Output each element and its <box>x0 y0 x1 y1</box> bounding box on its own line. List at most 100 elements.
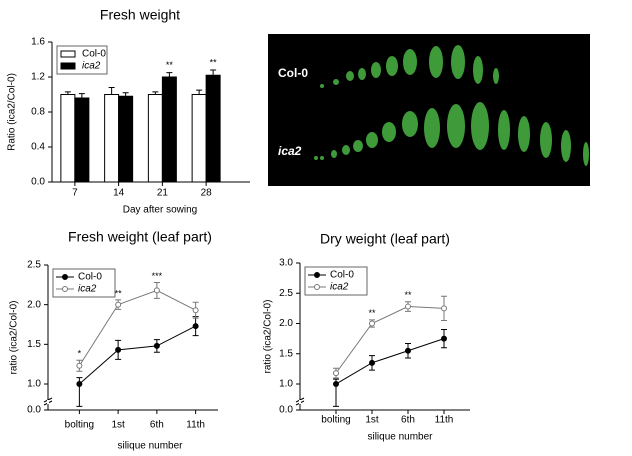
marker <box>192 307 199 314</box>
legend-label: ica2 <box>330 282 349 293</box>
legend-box <box>304 266 368 296</box>
y-tick-label: 1.0 <box>279 379 293 390</box>
y-tick-label: 3.0 <box>279 258 293 269</box>
x-tick-label: bolting <box>321 415 350 426</box>
legend-marker <box>62 286 68 292</box>
x-axis-label: silique number <box>367 432 433 443</box>
x-tick-label: 1st <box>365 415 379 426</box>
x-tick-label: 11th <box>435 415 454 426</box>
y-axis-label: Ratio (ica2/Col-0) <box>7 73 18 151</box>
chart-title: Dry weight (leaf part) <box>320 231 450 247</box>
bar <box>60 94 76 183</box>
marker <box>405 303 411 310</box>
error-bar <box>210 69 217 76</box>
bar <box>161 76 177 183</box>
x-tick-label: 28 <box>201 188 213 199</box>
y-tick-label: 1.5 <box>27 339 41 350</box>
marker <box>333 370 339 377</box>
series-line <box>335 338 445 385</box>
y-tick-label: 2.0 <box>279 318 293 329</box>
y-tick-label: 2.5 <box>27 260 41 271</box>
error-bar <box>166 72 173 77</box>
axis-break-gap <box>299 400 301 404</box>
x-axis-label: Day after sowing <box>123 205 197 216</box>
chart-title: Fresh weight <box>100 7 180 23</box>
marker <box>76 362 83 369</box>
marker <box>192 323 199 330</box>
bar <box>191 94 207 183</box>
y-tick-label: 0.0 <box>279 405 293 416</box>
x-tick-label: 14 <box>113 188 125 199</box>
y-tick-label: 0.0 <box>27 405 41 416</box>
significance: ** <box>166 60 174 70</box>
x-tick-label: 7 <box>72 188 78 199</box>
x-tick-label: 6th <box>150 420 164 431</box>
legend-label: ica2 <box>82 61 101 72</box>
significance: ** <box>115 288 123 298</box>
significance: *** <box>152 271 163 281</box>
y-tick-label: 0.0 <box>31 177 45 188</box>
photo-label: ica2 <box>278 144 302 158</box>
significance: ** <box>210 57 218 67</box>
y-axis-label: ratio (ica2/Col-0) <box>263 300 274 374</box>
legend-marker <box>314 272 320 278</box>
legend-label: Col-0 <box>330 270 354 281</box>
legend-label: Col-0 <box>82 49 106 60</box>
legend-marker <box>314 284 320 290</box>
bar <box>118 95 134 183</box>
marker <box>76 381 83 387</box>
bar <box>104 94 120 183</box>
x-tick-label: 6th <box>401 415 415 426</box>
y-tick-label: 2.5 <box>279 288 293 299</box>
error-bar <box>78 93 85 98</box>
series-line <box>78 289 196 367</box>
x-axis-label: silique number <box>117 441 183 452</box>
marker <box>405 347 411 354</box>
x-tick-label: 21 <box>157 188 169 199</box>
marker <box>153 342 160 349</box>
marker <box>115 301 122 308</box>
marker <box>369 320 375 327</box>
bar <box>74 97 90 183</box>
legend-marker <box>62 274 68 280</box>
marker <box>333 381 339 387</box>
chart-title: Fresh weight (leaf part) <box>68 229 212 245</box>
error-bar <box>122 92 129 97</box>
y-tick-label: 0.4 <box>31 142 45 153</box>
x-tick-label: bolting <box>65 420 94 431</box>
y-axis-label: ratio (ica2/Col-0) <box>9 301 20 375</box>
y-tick-label: 1.0 <box>27 379 41 390</box>
photo-label: Col-0 <box>278 66 308 80</box>
legend-swatch <box>60 50 76 58</box>
y-tick-label: 1.2 <box>31 72 45 83</box>
y-tick-label: 1.5 <box>279 348 293 359</box>
series-line <box>335 306 445 374</box>
bar <box>205 74 221 183</box>
marker <box>153 287 160 294</box>
legend-box <box>52 268 116 298</box>
error-bar <box>152 91 159 95</box>
leaf-shapes <box>314 45 589 166</box>
y-tick-label: 2.0 <box>27 299 41 310</box>
significance: * <box>78 349 82 359</box>
bar <box>147 94 163 183</box>
legend-label: ica2 <box>78 284 97 295</box>
marker <box>441 305 447 312</box>
significance: ** <box>404 290 412 300</box>
x-tick-label: 1st <box>111 420 125 431</box>
error-bar <box>108 87 115 95</box>
marker <box>441 335 447 342</box>
legend-swatch <box>60 62 76 70</box>
x-tick-label: 11th <box>186 420 205 431</box>
error-bar <box>64 91 71 95</box>
y-tick-label: 1.6 <box>31 37 45 48</box>
axis-break-gap <box>47 400 49 404</box>
significance: ** <box>368 308 376 318</box>
series-line <box>79 325 196 385</box>
marker <box>369 359 375 366</box>
y-tick-label: 0.8 <box>31 107 45 118</box>
error-bar <box>196 89 203 95</box>
legend-label: Col-0 <box>78 272 102 283</box>
marker <box>115 346 122 353</box>
